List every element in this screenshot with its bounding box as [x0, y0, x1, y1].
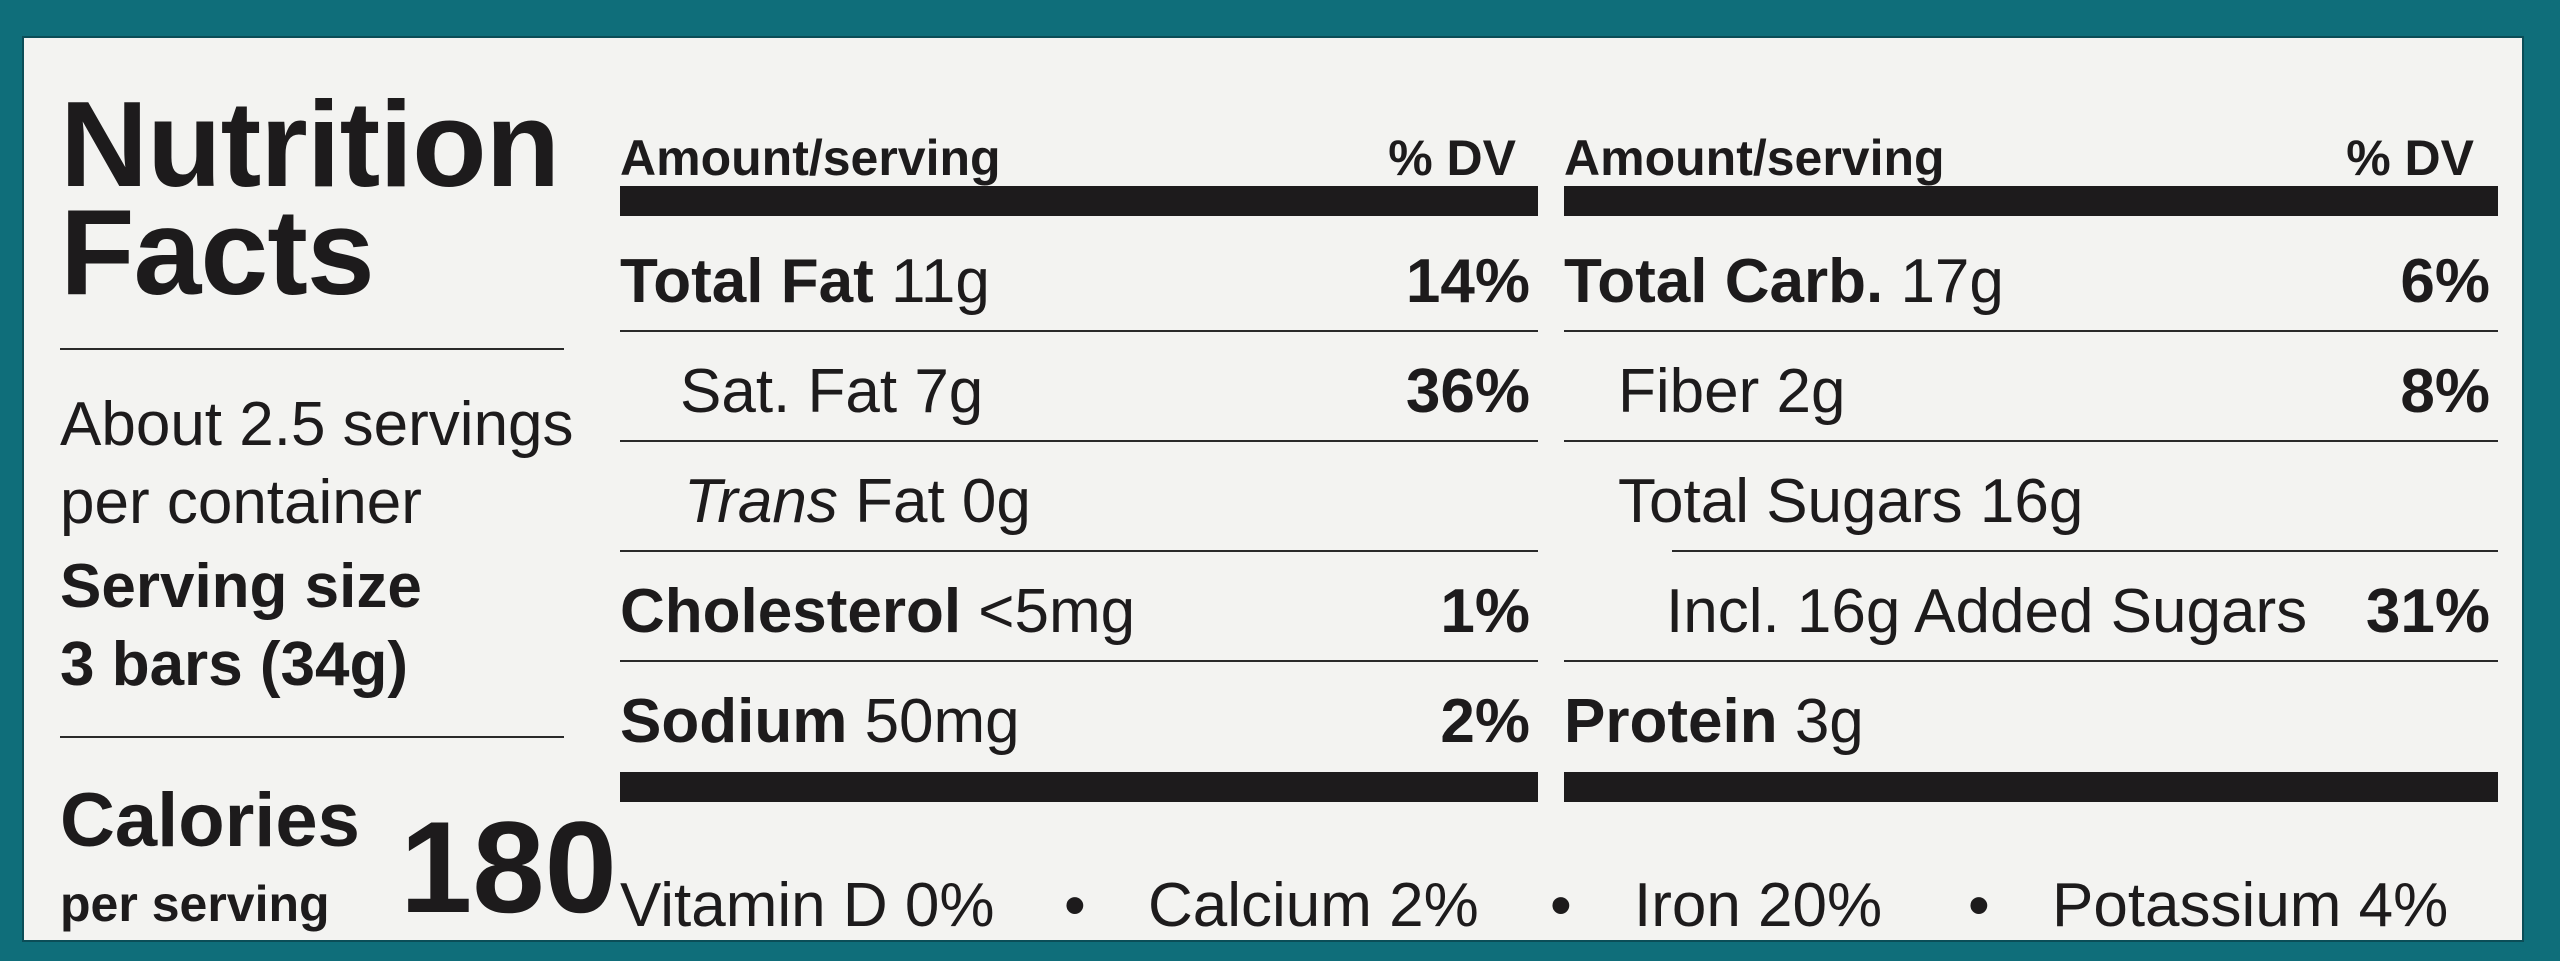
sodium-amount: 50mg [864, 687, 1020, 756]
trans-fat-rest: Fat 0g [855, 467, 1031, 536]
right-header-bar [1564, 186, 2498, 216]
right-bottom-bar [1564, 772, 2498, 802]
divider [620, 660, 1538, 662]
divider [620, 440, 1538, 442]
divider [1564, 330, 2498, 332]
potassium: Potassium 4% [2052, 871, 2449, 940]
divider [1672, 550, 2498, 552]
title-line-2: Facts [60, 184, 375, 320]
left-bottom-bar [620, 772, 1538, 802]
serving-divider [60, 736, 564, 738]
nutrition-facts-title: Nutrition Facts [60, 76, 560, 320]
left-header-bar [620, 186, 1538, 216]
added-sugars-label: Incl. 16g Added Sugars [1666, 577, 2308, 646]
iron: Iron 20% [1634, 871, 1883, 940]
divider [1564, 440, 2498, 442]
sat-fat-label: Sat. Fat 7g [680, 357, 984, 426]
sodium-dv: 2% [1440, 687, 1530, 756]
protein-row: Protein 3g [1564, 686, 1864, 758]
calories-per-serving-label: per serving [60, 876, 330, 932]
protein-amount: 3g [1794, 687, 1864, 756]
total-fat-row: Total Fat 11g [620, 246, 990, 318]
total-fat-amount: 11g [890, 247, 990, 316]
serving-size-label: Serving size [60, 552, 422, 621]
serving-size-value: 3 bars (34g) [60, 630, 409, 699]
total-carb-amount: 17g [1900, 247, 2004, 316]
calcium: Calcium 2% [1148, 871, 1479, 940]
cholesterol-amount: <5mg [978, 577, 1136, 646]
cholesterol-dv: 1% [1440, 577, 1530, 646]
divider [620, 330, 1538, 332]
servings-line-2: per container [60, 468, 422, 537]
nutrition-facts-panel: Nutrition Facts About 2.5 servings per c… [22, 36, 2524, 942]
fiber-label: Fiber 2g [1618, 357, 1846, 426]
serving-size: Serving size 3 bars (34g) [60, 548, 422, 704]
added-sugars-dv: 31% [2365, 577, 2490, 646]
total-carb-dv: 6% [2400, 247, 2490, 316]
protein-label: Protein [1564, 687, 1778, 756]
divider [620, 550, 1538, 552]
total-fat-label: Total Fat [620, 247, 874, 316]
sodium-label: Sodium [620, 687, 848, 756]
bullet-separator: • [1968, 871, 1990, 940]
cholesterol-row: Cholesterol <5mg [620, 576, 1135, 648]
total-fat-dv: 14% [1405, 247, 1530, 316]
left-header-dv: % DV [1388, 130, 1516, 186]
divider [1564, 660, 2498, 662]
trans-fat-italic: Trans [684, 467, 838, 536]
total-carb-row: Total Carb. 17g [1564, 246, 2004, 318]
servings-line-1: About 2.5 servings [60, 390, 574, 459]
trans-fat-row: Trans Fat 0g [684, 466, 1031, 538]
bullet-separator: • [1550, 871, 1572, 940]
cholesterol-label: Cholesterol [620, 577, 962, 646]
title-line-1: Nutrition [60, 76, 560, 212]
fiber-dv: 8% [2400, 357, 2490, 426]
servings-per-container: About 2.5 servings per container [60, 386, 574, 542]
right-header-amount: Amount/serving [1564, 130, 1945, 186]
total-sugars-label: Total Sugars 16g [1618, 467, 2084, 536]
right-header-dv: % DV [2346, 130, 2474, 186]
sodium-row: Sodium 50mg [620, 686, 1020, 758]
vitamin-d: Vitamin D 0% [620, 871, 995, 940]
sat-fat-dv: 36% [1405, 357, 1530, 426]
title-divider [60, 348, 564, 350]
left-header-amount: Amount/serving [620, 130, 1001, 186]
calories-value: 180 [400, 794, 617, 940]
bullet-separator: • [1064, 871, 1086, 940]
calories-label: Calories [60, 778, 360, 863]
total-carb-label: Total Carb. [1564, 247, 1884, 316]
